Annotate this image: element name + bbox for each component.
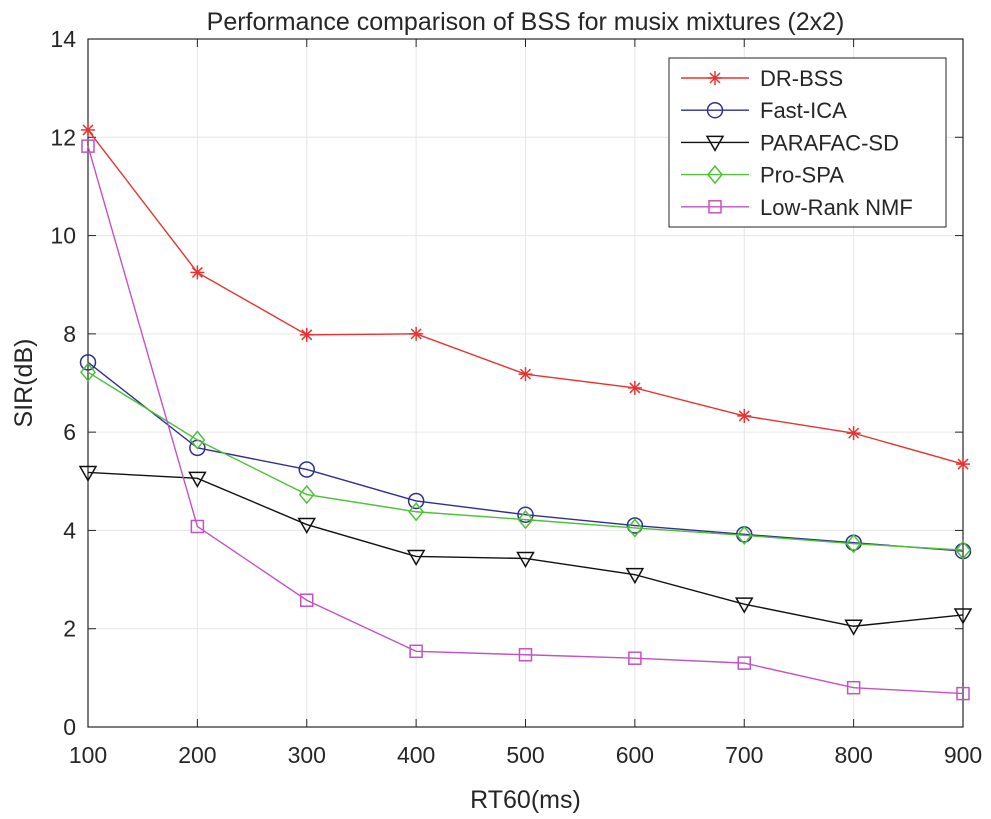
y-tick-label: 0 (63, 714, 76, 740)
x-tick-label: 600 (616, 742, 654, 768)
data-point-pro-spa (80, 362, 96, 382)
series-line-pro-spa (87, 371, 964, 551)
data-point-low-rank-nmf (190, 519, 205, 534)
data-point-low-rank-nmf (846, 680, 861, 695)
data-point-dr-bss (190, 265, 205, 280)
data-point-fast-ica (298, 461, 315, 478)
y-tick-label: 2 (63, 616, 76, 642)
legend-label-dr-bss: DR-BSS (760, 66, 843, 91)
data-point-low-rank-nmf (737, 656, 751, 670)
legend-marker-fast-ica (706, 101, 724, 119)
legend-marker-dr-bss (708, 71, 722, 85)
legend-label-low-rank-nmf: Low-Rank NMF (760, 195, 913, 220)
data-point-pro-spa (408, 502, 425, 522)
chart-title: Performance comparison of BSS for musix … (207, 8, 845, 36)
legend-label-parafac-sd: PARAFAC-SD (760, 130, 899, 155)
data-point-pro-spa (517, 509, 534, 530)
x-axis-label: RT60(ms) (470, 786, 581, 814)
y-tick-label: 6 (63, 419, 76, 445)
legend-item-parafac-sd: PARAFAC-SD (681, 130, 899, 155)
legend: DR-BSS Fast-ICA PARAFAC-SD Pro-SPA Low-Rank … (668, 57, 947, 228)
series-fast-ica (79, 354, 972, 560)
x-tick-label: 700 (725, 742, 763, 768)
legend-item-fast-ica: Fast-ICA (681, 98, 847, 123)
legend-item-pro-spa: Pro-SPA (681, 163, 844, 188)
data-point-fast-ica (626, 517, 644, 534)
series-pro-spa (80, 362, 971, 560)
y-tick-label: 14 (50, 26, 76, 52)
legend-marker-parafac-sd (705, 135, 725, 152)
data-point-fast-ica (517, 506, 534, 523)
data-point-parafac-sd (297, 517, 317, 535)
series-group (78, 122, 973, 701)
data-point-parafac-sd (953, 608, 973, 625)
series-line-low-rank-nmf (87, 145, 964, 695)
series-parafac-sd (78, 465, 973, 636)
x-tick-label: 400 (397, 742, 435, 768)
data-point-parafac-sd (516, 551, 535, 568)
legend-label-fast-ica: Fast-ICA (760, 98, 847, 123)
data-point-dr-bss (956, 457, 970, 472)
data-point-dr-bss (518, 367, 533, 382)
data-point-low-rank-nmf (628, 651, 642, 665)
data-point-fast-ica (407, 492, 425, 510)
data-point-fast-ica (79, 354, 97, 371)
x-tick-label: 500 (506, 742, 544, 768)
data-point-pro-spa (955, 540, 971, 560)
data-point-parafac-sd (625, 567, 645, 585)
data-point-low-rank-nmf (81, 139, 95, 153)
data-point-dr-bss (81, 122, 95, 137)
y-axis-label: SIR(dB) (10, 339, 38, 428)
data-point-low-rank-nmf (409, 644, 423, 659)
y-tick-label: 8 (63, 321, 76, 347)
data-point-parafac-sd (734, 597, 754, 614)
legend-label-pro-spa: Pro-SPA (760, 163, 844, 188)
data-point-dr-bss (299, 327, 314, 342)
data-point-parafac-sd (78, 465, 98, 482)
data-point-pro-spa (845, 534, 862, 554)
data-point-pro-spa (298, 484, 315, 505)
x-tick-label: 100 (69, 742, 107, 768)
series-line-parafac-sd (87, 471, 964, 627)
series-low-rank-nmf (81, 139, 970, 701)
data-point-pro-spa (736, 525, 753, 546)
data-point-dr-bss (627, 380, 642, 395)
y-tick-label: 10 (50, 223, 76, 249)
data-point-parafac-sd (844, 619, 863, 636)
legend-marker-pro-spa (707, 164, 723, 185)
data-point-parafac-sd (188, 471, 207, 488)
series-dr-bss (81, 122, 970, 472)
x-tick-label: 300 (288, 742, 326, 768)
legend-item-low-rank-nmf: Low-Rank NMF (681, 195, 913, 220)
data-point-dr-bss (846, 426, 861, 441)
y-tick-label: 4 (63, 517, 76, 543)
data-point-pro-spa (189, 430, 206, 450)
data-point-low-rank-nmf (518, 648, 533, 662)
legend-item-dr-bss: DR-BSS (681, 66, 843, 91)
data-point-dr-bss (737, 408, 752, 423)
series-line-fast-ica (87, 361, 964, 552)
x-tick-label: 200 (178, 742, 216, 768)
data-point-pro-spa (626, 518, 643, 538)
x-tick-label: 800 (834, 742, 872, 768)
data-point-dr-bss (409, 326, 424, 341)
axis-ticks: 100 200 300 400 500 600 700 800 900 0 2 4 6 8 10 12 14 (50, 26, 982, 768)
y-tick-label: 12 (50, 124, 76, 150)
x-tick-label: 900 (944, 742, 982, 768)
data-point-low-rank-nmf (956, 686, 970, 701)
data-point-parafac-sd (406, 549, 426, 566)
data-point-low-rank-nmf (300, 593, 314, 607)
legend-marker-low-rank-nmf (708, 200, 722, 214)
